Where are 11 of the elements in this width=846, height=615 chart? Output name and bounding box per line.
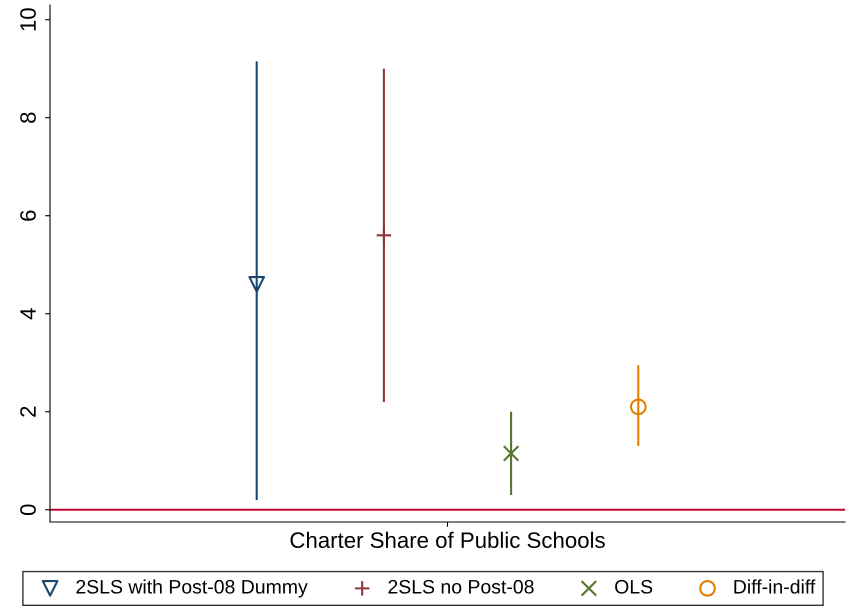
legend-label: 2SLS no Post-08 (388, 580, 534, 594)
y-tick-label: 0 (20, 504, 36, 516)
y-tick-label: 2 (20, 406, 36, 417)
legend-label: Diff-in-diff (734, 579, 816, 594)
y-tick-label: 6 (20, 210, 36, 221)
x-tick-label: Charter Share of Public Schools (290, 532, 605, 548)
y-tick-label: 8 (20, 112, 36, 123)
legend-label: OLS (615, 580, 652, 594)
y-tick-label: 10 (20, 8, 36, 30)
y-tick-label: 4 (20, 308, 36, 320)
legend-label: 2SLS with Post-08 Dummy (76, 579, 308, 598)
